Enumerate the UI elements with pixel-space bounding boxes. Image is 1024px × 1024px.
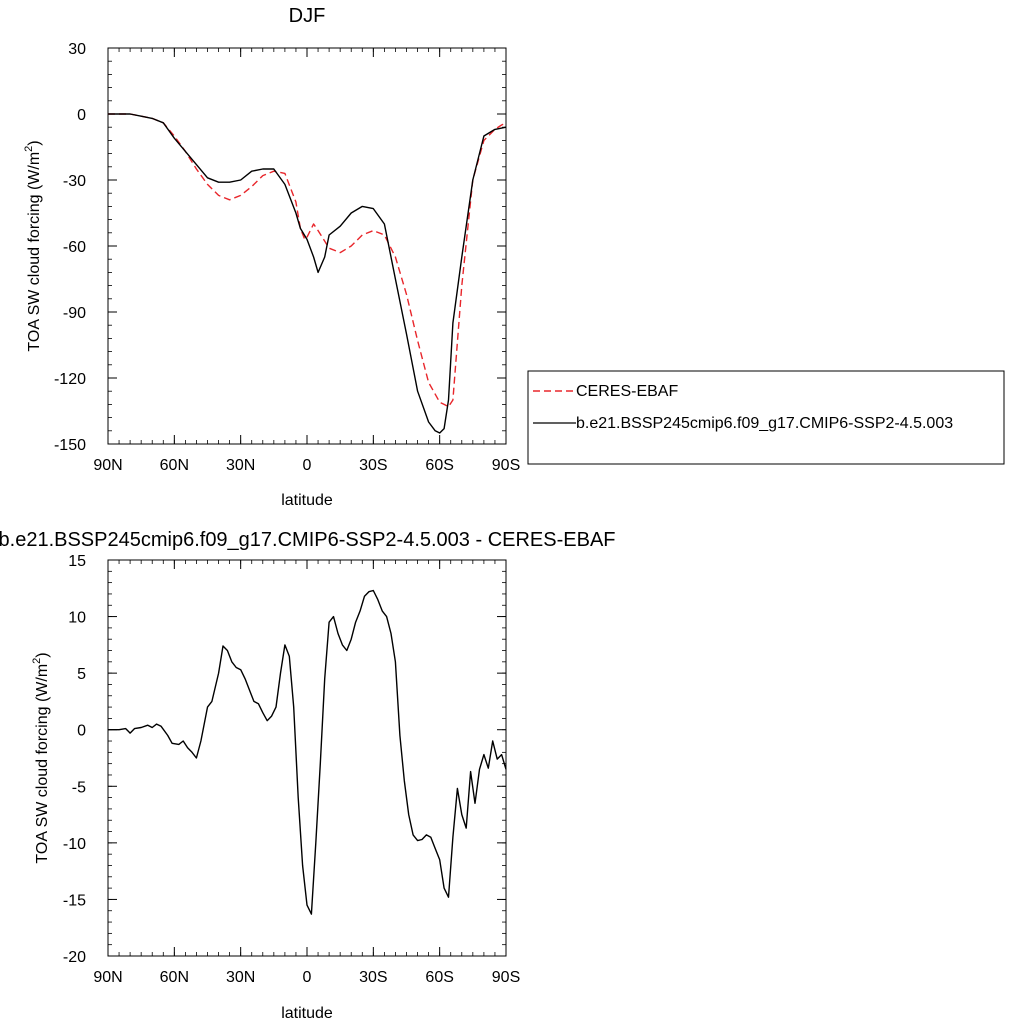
chart-bottom-y-axis-label-sup: 2 [31,658,43,664]
chart-top-title: DJF [289,5,326,27]
top-x-tick-label: 30S [359,457,387,474]
chart-top-major-ticks [107,47,507,445]
chart-bottom-minor-ticks [107,559,507,957]
bottom-y-tick-label: 5 [77,666,86,683]
bottom-y-tick-label: 15 [68,553,86,570]
chart-top-y-tick-labels: 30 0 -30 -60 -90 -120 -150 [54,41,86,454]
chart-bottom-y-axis-label-main: TOA SW cloud forcing (W/m [34,664,51,864]
bottom-x-tick-label: 0 [303,969,312,986]
chart-top-series [108,113,507,434]
top-y-tick-label: -150 [54,437,86,454]
top-x-tick-label: 90S [492,457,520,474]
chart-bottom-x-axis-label: latitude [281,1005,333,1022]
chart-top-legend: CERES-EBAF b.e21.BSSP245cmip6.f09_g17.CM… [527,370,1005,465]
chart-bottom-plot-frame [107,559,507,957]
top-y-tick-label: -30 [63,173,86,190]
bottom-x-tick-label: 60S [425,969,453,986]
top-x-tick-label: 30N [226,457,255,474]
chart-top-plot-frame [107,47,507,445]
top-x-tick-label: 90N [93,457,122,474]
top-y-tick-label: 0 [77,107,86,124]
top-y-tick-label: 30 [68,41,86,58]
top-x-tick-label: 0 [303,457,312,474]
chart-top-x-tick-labels: 90N 60N 30N 0 30S 60S 90S [93,457,520,474]
bottom-y-tick-label: 10 [68,610,86,627]
bottom-y-tick-label: -20 [63,949,86,966]
legend-frame [527,370,1005,465]
bottom-y-tick-label: -10 [63,836,86,853]
bottom-x-tick-label: 30N [226,969,255,986]
chart-top-minor-ticks [107,47,507,445]
bottom-y-tick-label: -15 [63,892,86,909]
top-y-tick-label: -60 [63,239,86,256]
chart-bottom-major-ticks [107,559,507,957]
bottom-series-line-0 [108,589,507,915]
bottom-x-tick-label: 30S [359,969,387,986]
chart-top-x-axis-label: latitude [281,492,333,509]
chart-bottom: b.e21.BSSP245cmip6.f09_g17.CMIP6-SSP2-4.… [0,529,615,1022]
chart-top-y-axis-label: TOA SW cloud forcing (W/m2) [23,140,43,351]
bottom-x-tick-label: 90S [492,969,520,986]
bottom-y-tick-label: 0 [77,723,86,740]
legend-label-ceres-ebaf: CERES-EBAF [576,383,678,400]
top-series-line-1 [108,113,507,434]
chart-top: DJF 30 0 -30 -60 -90 -120 -150 90N 60N 30N 0 30S 60… [23,5,1005,509]
legend-label-model: b.e21.BSSP245cmip6.f09_g17.CMIP6-SSP2-4.… [576,415,953,432]
chart-bottom-y-axis-label: TOA SW cloud forcing (W/m2) [31,652,51,863]
top-x-tick-label: 60N [160,457,189,474]
bottom-x-tick-label: 60N [160,969,189,986]
chart-bottom-title: b.e21.BSSP245cmip6.f09_g17.CMIP6-SSP2-4.… [0,529,615,551]
top-x-tick-label: 60S [425,457,453,474]
chart-bottom-x-tick-labels: 90N 60N 30N 0 30S 60S 90S [93,969,520,986]
bottom-y-tick-label: -5 [72,779,86,796]
chart-top-y-axis-label-sup: 2 [23,146,35,152]
chart-bottom-y-tick-labels: 15 10 5 0 -5 -10 -15 -20 [63,553,86,966]
top-y-tick-label: -120 [54,371,86,388]
chart-bottom-series [108,589,507,915]
top-series-line-0 [108,113,507,408]
bottom-x-tick-label: 90N [93,969,122,986]
chart-top-y-axis-label-main: TOA SW cloud forcing (W/m [26,152,43,352]
chart-top-y-axis-label-close: ) [26,140,43,145]
chart-bottom-y-axis-label-close: ) [34,652,51,657]
top-y-tick-label: -90 [63,305,86,322]
